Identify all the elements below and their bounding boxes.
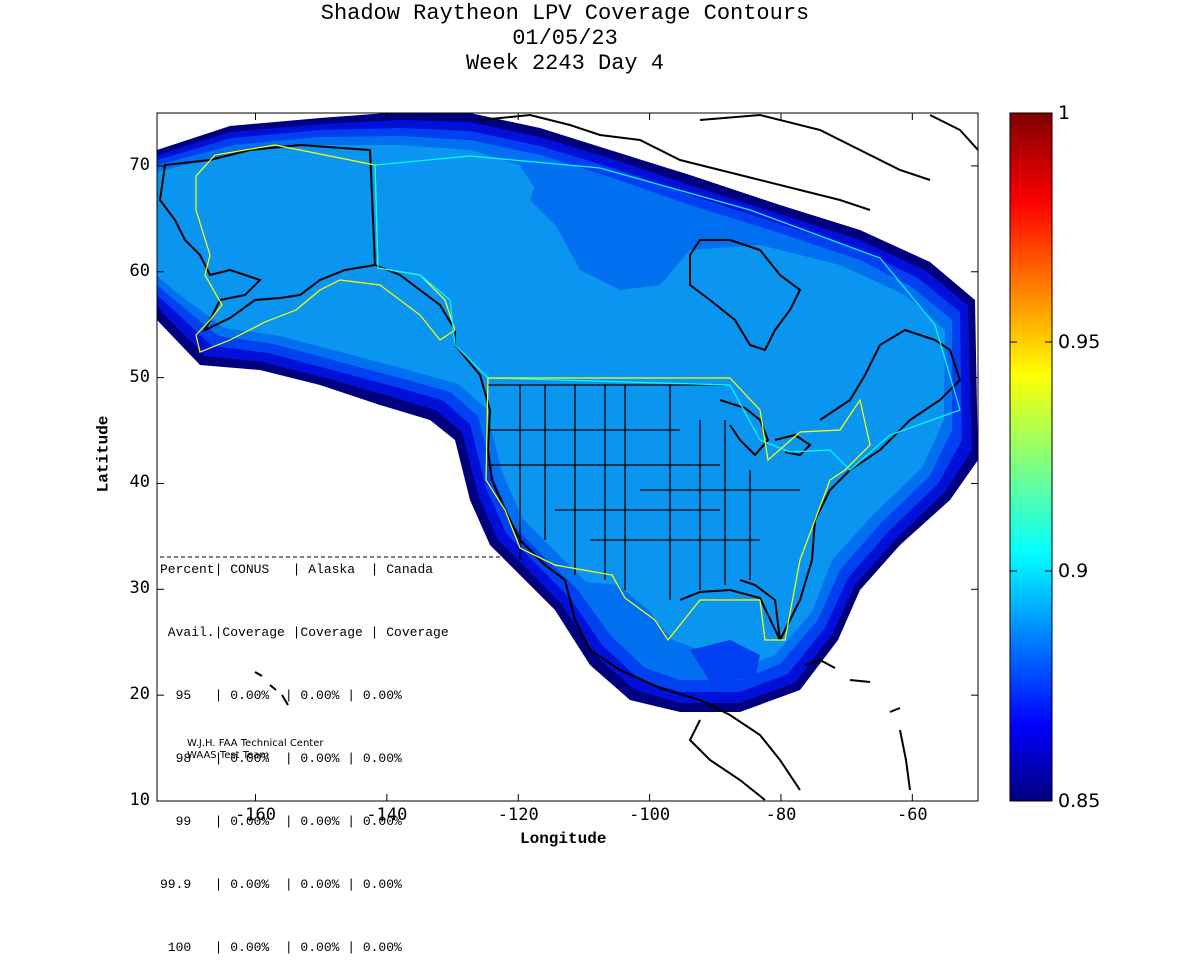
gulf-coastline: [679, 579, 781, 641]
plot-frame: [156, 112, 979, 802]
contour-level-5: [157, 145, 945, 668]
hudson-bay-coastline: [689, 239, 802, 352]
x-tick-label: -160: [235, 805, 276, 825]
x-axis-title: Longitude: [520, 830, 607, 848]
y-tick-label: 60: [129, 260, 150, 281]
x-tick-label: -120: [497, 805, 539, 825]
coverage-contours: [157, 113, 978, 712]
y-tick-label: 10: [129, 790, 150, 810]
stats-header-2: Avail.|Coverage |Coverage | Coverage: [160, 625, 449, 640]
y-axis-title: Latitude: [94, 415, 113, 493]
y-tick-label: 50: [129, 366, 150, 387]
caribbean-islands: [804, 658, 911, 791]
alaska-coastline: [158, 143, 377, 333]
stats-row: 98 | 0.00% | 0.00% | 0.00%: [160, 751, 402, 766]
colorbar-ticks: [1010, 341, 1052, 572]
east-coastline: [779, 328, 962, 641]
chart-title-line-3: Week 2243 Day 4: [465, 51, 665, 76]
stats-row: 100 | 0.00% | 0.00% | 0.00%: [160, 940, 402, 955]
contour-low-pocket-central: [600, 252, 672, 285]
hawaii-islands: [254, 671, 289, 706]
y-tick-label: 40: [129, 472, 150, 493]
colorbar-label-1: 1: [1058, 102, 1071, 124]
colorbar: [1009, 112, 1053, 802]
colorbar-label-09: 0.9: [1058, 560, 1089, 582]
service-volume-boundaries: [195, 144, 961, 642]
axis-ticks: [157, 113, 978, 802]
y-tick-label: 30: [129, 578, 150, 599]
greenland-coastline: [929, 114, 978, 151]
alaska-panhandle-coastline: [374, 264, 456, 345]
x-tick-label: -60: [896, 805, 928, 825]
colorbar-label-085: 0.85: [1058, 790, 1101, 812]
y-tick-label: 20: [129, 684, 150, 705]
x-tick-label: -80: [765, 805, 797, 825]
west-coastline: [454, 344, 721, 711]
state-borders: [488, 384, 800, 600]
stats-header-1: Percent| CONUS | Alaska | Canada: [160, 562, 434, 577]
contour-low-pocket-north: [530, 170, 640, 240]
chart-title-line-1: Shadow Raytheon LPV Coverage Contours: [320, 1, 810, 26]
x-tick-label: -140: [366, 805, 408, 825]
stats-row: 95 | 0.00% | 0.00% | 0.00%: [160, 688, 402, 703]
great-lakes-outline: [719, 399, 812, 457]
stats-row: 99.9 | 0.00% | 0.00% | 0.00%: [160, 877, 402, 892]
coastlines: [158, 113, 978, 801]
contour-low-pocket-gulf: [690, 640, 760, 682]
central-america-coastline: [688, 699, 801, 801]
coverage-map-plot: [156, 112, 1053, 802]
chart-title-line-2: 01/05/23: [512, 26, 618, 51]
conus-service-boundary: [485, 377, 871, 642]
canada-service-boundary: [374, 155, 961, 471]
x-tick-label: -100: [629, 805, 671, 825]
colorbar-label-095: 0.95: [1058, 331, 1101, 353]
y-tick-label: 70: [129, 154, 150, 175]
credit-line-2: WAAS Test Team: [187, 750, 270, 761]
arctic-islands-coastline: [479, 113, 931, 211]
credit-line-1: W.J.H. FAA Technical Center: [187, 738, 324, 749]
state-lines: [488, 385, 800, 600]
stats-row: 99 | 0.00% | 0.00% | 0.00%: [160, 814, 402, 829]
